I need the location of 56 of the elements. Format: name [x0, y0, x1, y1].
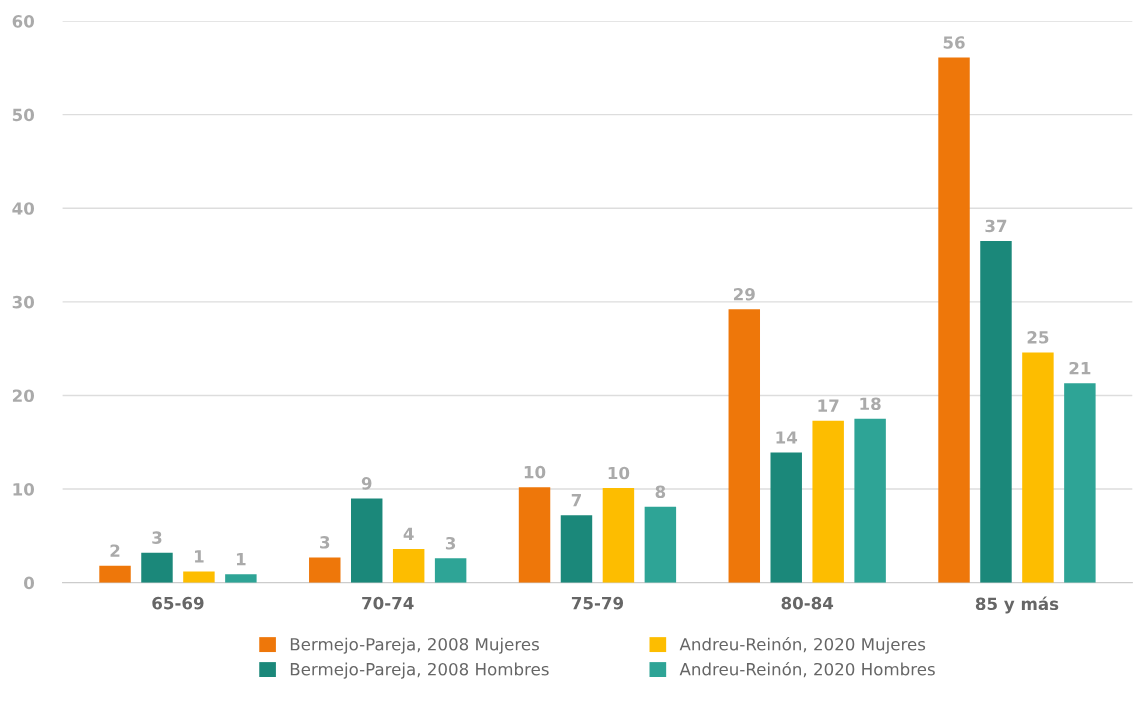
bar — [1064, 383, 1096, 583]
data-label: 18 — [860, 397, 881, 411]
bar — [350, 498, 383, 583]
data-label: 9 — [361, 477, 372, 490]
bar — [392, 548, 425, 583]
data-label: 4 — [403, 527, 414, 540]
legend-label: Bermejo-Pareja, 2008 Mujeres — [290, 637, 539, 654]
y-tick-label: 10 — [13, 483, 35, 496]
data-label: 2 — [110, 544, 120, 557]
bar — [99, 565, 131, 583]
bar — [183, 571, 215, 583]
data-label: 3 — [152, 531, 162, 544]
x-tick-label: 75-79 — [571, 596, 624, 610]
bar — [141, 552, 173, 583]
data-label: 8 — [655, 485, 666, 499]
data-label: 1 — [236, 553, 246, 566]
data-label: 3 — [445, 536, 456, 550]
bar — [980, 241, 1012, 583]
bar — [309, 557, 341, 583]
y-tick-label: 30 — [12, 295, 35, 309]
x-tick-label: 65-69 — [152, 596, 204, 610]
data-label: 56 — [943, 36, 965, 49]
data-label: 10 — [524, 465, 546, 479]
x-tick-label: 80-84 — [781, 596, 834, 610]
bar — [560, 515, 593, 583]
y-tick-label: 20 — [12, 389, 35, 403]
data-label: 17 — [818, 399, 839, 412]
bar — [770, 452, 802, 583]
bar — [602, 488, 635, 583]
data-label: 21 — [1069, 361, 1091, 375]
bar — [225, 574, 257, 583]
x-tick-label: 70-74 — [362, 596, 414, 610]
data-label: 37 — [985, 219, 1007, 233]
y-tick-label: 40 — [12, 202, 35, 215]
bar — [644, 506, 677, 583]
data-label: 7 — [571, 494, 581, 507]
legend-label: Bermejo-Pareja, 2008 Hombres — [290, 662, 549, 679]
x-tick-label: 85 y más — [975, 596, 1059, 614]
bar — [518, 487, 551, 583]
y-tick-label: 60 — [12, 15, 35, 28]
legend-label: Andreu-Reinón, 2020 Mujeres — [679, 636, 926, 654]
bar — [854, 418, 886, 583]
y-tick-label: 50 — [12, 108, 35, 122]
bar — [812, 420, 844, 583]
y-tick-label: 0 — [24, 576, 35, 590]
legend-label: Andreu-Reinón, 2020 Hombres — [679, 661, 935, 678]
bar — [728, 309, 761, 583]
bar — [434, 558, 467, 583]
data-label: 25 — [1027, 331, 1049, 344]
data-label: 10 — [608, 466, 630, 480]
data-label: 3 — [320, 536, 330, 549]
data-label: 14 — [776, 431, 798, 444]
bar — [938, 57, 970, 583]
data-label: 29 — [734, 287, 755, 301]
data-label: 1 — [195, 550, 204, 563]
bar — [1022, 352, 1054, 583]
